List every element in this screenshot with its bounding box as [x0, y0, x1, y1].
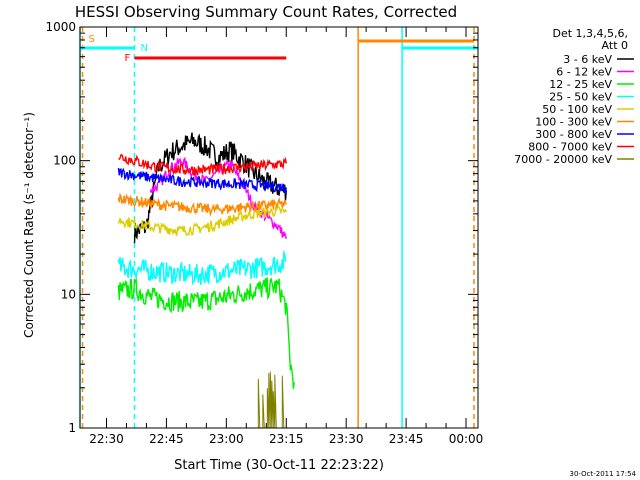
axes: 1 10 100 1000 22:30 22:45 23:00 23:15 23:30 23:45…	[45, 20, 483, 446]
legend-label-3: 12 - 25 keV	[549, 78, 612, 91]
annotation-label-S: S	[89, 34, 95, 45]
x-tick-label-2315: 23:15	[269, 432, 304, 446]
y-tick-label-1: 1	[68, 421, 76, 435]
legend-label-1: 3 - 6 keV	[563, 53, 612, 66]
annotation-label-N: N	[140, 43, 147, 54]
x-tick-label-2245: 22:45	[149, 432, 184, 446]
annotation-label-F: F	[124, 53, 130, 64]
y-tick-label-1000: 1000	[45, 20, 76, 34]
footer-timestamp: 30-Oct-2011 17:54	[570, 470, 637, 478]
legend-label-9: 7000 - 20000 keV	[514, 153, 612, 166]
x-tick-label-2230: 22:30	[89, 432, 124, 446]
legend-header-line-1: Det 1,3,4,5,6,	[552, 27, 628, 40]
series-line-3	[117, 277, 295, 389]
legend-label-5: 50 - 100 keV	[542, 103, 612, 116]
legend-label-7: 300 - 800 keV	[535, 128, 612, 141]
series-line-1	[133, 132, 287, 244]
y-tick-label-100: 100	[53, 154, 76, 168]
series-line-7	[117, 167, 287, 195]
y-tick-label-10: 10	[61, 287, 76, 301]
x-tick-label-0000: 00:00	[449, 432, 484, 446]
plot-area: S NF	[79, 27, 478, 429]
legend-label-6: 100 - 300 keV	[535, 116, 612, 129]
legend-label-8: 800 - 7000 keV	[528, 141, 612, 154]
series-line-4	[117, 249, 287, 286]
legend-label-2: 6 - 12 keV	[556, 66, 612, 79]
series-line-6	[117, 192, 287, 217]
chart-title: HESSI Observing Summary Count Rates, Cor…	[75, 3, 457, 21]
x-axis-label: Start Time (30-Oct-11 22:23:22)	[174, 458, 384, 473]
x-tick-label-2330: 23:30	[329, 432, 364, 446]
y-axis-label: Corrected Count Rate (s⁻¹ detector⁻¹)	[22, 112, 36, 338]
legend-label-4: 25 - 50 keV	[549, 91, 612, 104]
x-tick-label-2345: 23:45	[389, 432, 424, 446]
series-line-8	[118, 153, 287, 176]
legend-header-line-2: Att 0	[602, 39, 628, 52]
series-line-9	[257, 371, 286, 429]
series-line-5	[117, 205, 287, 237]
x-tick-label-2300: 23:00	[209, 432, 244, 446]
plot-frame	[79, 26, 479, 429]
